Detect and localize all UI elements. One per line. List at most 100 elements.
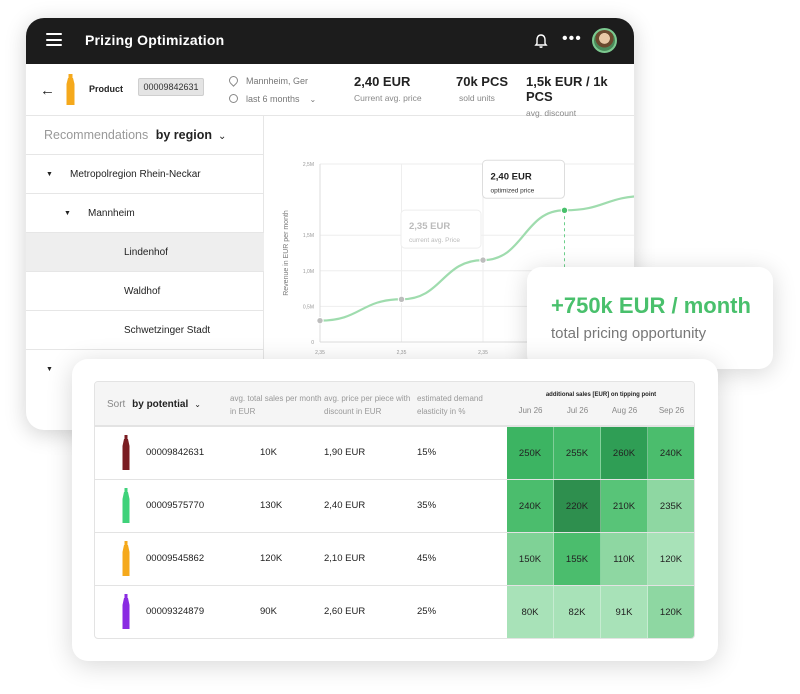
heatmap-cell[interactable]: 240K (648, 427, 694, 480)
column-header-elasticity[interactable]: estimated demand elasticity in % (417, 394, 483, 416)
product-table-card: Sort by potential ⌄ avg. total sales per … (72, 359, 718, 661)
region-tree-item[interactable]: ▼ Mannheim (26, 193, 264, 232)
region-tree-label: Waldhof (124, 286, 161, 297)
bell-icon[interactable] (534, 33, 548, 49)
table-row[interactable]: 00009575770 130K 2,40 EUR 35% 240K 220K 210K 23… (95, 479, 694, 533)
heatmap-cell[interactable]: 260K (601, 427, 648, 480)
sales-value: 10K (260, 447, 277, 458)
kpi-value: 1,5k EUR / 1k PCS (526, 74, 608, 104)
heatmap-cell[interactable]: 255K (554, 427, 601, 480)
product-info-bar: ← Product 00009842631 Mannheim, Ger last… (26, 64, 634, 118)
back-arrow-icon[interactable]: ← (40, 82, 55, 99)
sales-value: 90K (260, 606, 277, 617)
opportunity-label: total pricing opportunity (551, 325, 707, 342)
clock-icon (229, 94, 238, 103)
heatmap-cell[interactable]: 80K (507, 586, 554, 638)
price-value: 2,10 EUR (324, 553, 366, 564)
table-row[interactable]: 00009842631 10K 1,90 EUR 15% 250K 255K 260K 240… (95, 426, 694, 480)
y-tick-label: 0 (311, 340, 314, 346)
heatmap-cell[interactable]: 210K (601, 480, 648, 533)
revenue-chart: 2,5M 1,5M 1,0M 0,5M 0 2,35 2,35 2,35 Revenue in … (264, 116, 634, 430)
expand-triangle-icon[interactable]: ▼ (46, 171, 53, 178)
optimized-price-label: optimized price (491, 187, 535, 194)
region-tree-item[interactable]: Waldhof (26, 271, 264, 310)
region-tree-item[interactable]: ▼ (26, 349, 264, 388)
sort-dropdown[interactable]: Sort by potential ⌄ (107, 399, 201, 410)
product-bottle-icon (122, 435, 130, 470)
product-bottle-icon (122, 488, 130, 523)
region-tree-item[interactable]: Lindenhof (26, 232, 264, 271)
heatmap-cell[interactable]: 120K (648, 586, 694, 638)
region-tree-item[interactable]: ▼ Metropolregion Rhein-Neckar (26, 154, 264, 193)
data-point (560, 206, 569, 214)
recommendations-prefix: Recommendations (44, 128, 149, 142)
optimized-price-value: 2,40 EUR (491, 171, 532, 182)
region-tree-label: Mannheim (88, 208, 135, 219)
table-row[interactable]: 00009545862 120K 2,10 EUR 45% 150K 155K 110K 12… (95, 532, 694, 586)
region-tree-label: Lindenhof (124, 247, 168, 258)
chevron-down-icon: ⌄ (217, 131, 227, 142)
heatmap-cell[interactable]: 120K (648, 533, 694, 586)
region-tree-label: Metropolregion Rhein-Neckar (70, 169, 201, 180)
region-tree-item[interactable]: Schwetzinger Stadt (26, 310, 264, 349)
region-sidebar: Recommendations by region ⌄ ▼ Metropolregi… (26, 116, 264, 430)
product-id-badge: 00009842631 (138, 78, 204, 96)
recommendations-mode: by region (155, 128, 212, 142)
heatmap-cell[interactable]: 91K (601, 586, 648, 638)
current-price-value: 2,35 EUR (409, 221, 450, 232)
location-filter[interactable]: Mannheim, Ger (227, 74, 309, 87)
x-tick-label: 2,35 (315, 350, 325, 356)
location-text: Mannheim, Ger (246, 76, 309, 86)
expand-triangle-icon[interactable]: ▼ (64, 210, 71, 217)
heatmap-cell[interactable]: 240K (507, 480, 554, 533)
elasticity-value: 35% (417, 500, 437, 511)
y-axis-label: Revenue in EUR per month (283, 210, 290, 296)
x-tick-label: 2,35 (397, 350, 407, 356)
kpi-label: Current avg. price (354, 93, 422, 103)
data-point (316, 316, 324, 325)
product-bottle-icon (66, 74, 75, 105)
kpi-sold-units: 70k PCS sold units (456, 74, 508, 103)
kpi-current-price: 2,40 EUR Current avg. price (354, 74, 422, 103)
y-tick-label: 1,0M (303, 269, 314, 275)
product-id: 00009324879 (146, 606, 205, 617)
heatmap-title: additional sales [EUR] on tipping point (545, 392, 657, 398)
sales-value: 120K (260, 553, 283, 564)
region-tree-label: Schwetzinger Stadt (124, 325, 211, 336)
column-header-price[interactable]: avg. price per piece with discount in EU… (324, 394, 411, 416)
period-dropdown[interactable]: last 6 months ⌄ (229, 94, 316, 104)
avatar[interactable] (592, 28, 617, 53)
data-point (479, 256, 487, 264)
y-tick-label: 1,5M (303, 233, 314, 239)
heatmap-cell[interactable]: 220K (554, 480, 601, 533)
heatmap-cell[interactable]: 150K (507, 533, 554, 586)
heatmap-cell[interactable]: 82K (554, 586, 601, 638)
product-bottle-icon (122, 594, 130, 629)
heatmap-cell[interactable]: 110K (601, 533, 648, 586)
month-header: Jul 26 (566, 406, 589, 415)
price-value: 2,40 EUR (324, 500, 366, 511)
current-price-label: current avg. Price (409, 237, 460, 244)
elasticity-value: 15% (417, 447, 437, 458)
elasticity-value: 45% (417, 553, 437, 564)
table-header: Sort by potential ⌄ avg. total sales per … (95, 382, 694, 426)
column-header-sales[interactable]: avg. total sales per month in EUR (230, 394, 322, 416)
more-icon[interactable]: ••• (562, 30, 582, 47)
heatmap-cell[interactable]: 155K (554, 533, 601, 586)
optimized-price-tooltip (482, 159, 565, 199)
kpi-avg-discount: 1,5k EUR / 1k PCS avg. discount (526, 74, 634, 118)
x-tick-label: 2,35 (478, 350, 488, 356)
recommendations-dropdown[interactable]: Recommendations by region ⌄ (44, 128, 226, 142)
menu-icon[interactable] (46, 33, 62, 46)
app-title: Prizing Optimization (85, 32, 225, 48)
sales-value: 130K (260, 500, 283, 511)
product-table: Sort by potential ⌄ avg. total sales per … (94, 381, 695, 639)
heatmap-cell[interactable]: 235K (648, 480, 694, 533)
table-row[interactable]: 00009324879 90K 2,60 EUR 25% 80K 82K 91K 120K (95, 585, 694, 638)
month-header: Sep 26 (658, 406, 685, 415)
sort-prefix: Sort (107, 399, 126, 410)
heatmap-cell[interactable]: 250K (507, 427, 554, 480)
expand-triangle-icon[interactable]: ▼ (46, 366, 53, 373)
y-tick-label: 0,5M (303, 304, 314, 310)
